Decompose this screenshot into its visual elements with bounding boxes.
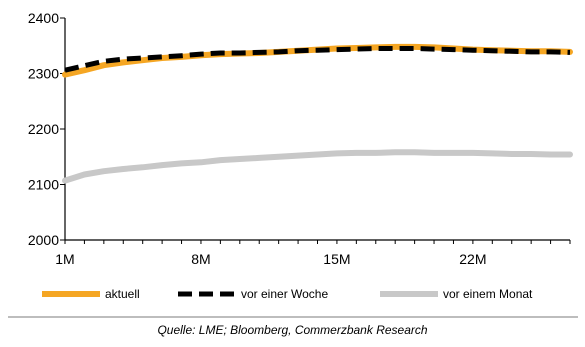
legend-label: aktuell [105,287,140,301]
y-axis: 2000 2100 2200 2300 2400 [28,10,66,248]
legend-label: vor einem Monat [443,287,533,301]
y-tick-label: 2400 [28,10,59,26]
y-tick-label: 2000 [28,232,59,248]
series-line-vor-einem-monat [62,149,573,184]
y-tick-label: 2200 [28,121,59,137]
x-tick-label: 15M [323,251,350,267]
series-layer [62,43,573,184]
y-tick-label: 2300 [28,66,59,82]
y-tick-label: 2100 [28,177,59,193]
x-axis: 1M 8M 15M 22M [55,239,571,267]
legend-label: vor einer Woche [241,287,328,301]
x-tick-label: 8M [191,251,210,267]
x-tick-label: 1M [55,251,74,267]
series-line-vor-einer-woche [64,46,571,73]
legend: aktuell vor einer Woche vor einem Monat [42,287,533,301]
x-tick-label: 22M [459,251,486,267]
separator-line [8,316,578,318]
source-note: Quelle: LME; Bloomberg, Commerzbank Rese… [157,323,428,337]
